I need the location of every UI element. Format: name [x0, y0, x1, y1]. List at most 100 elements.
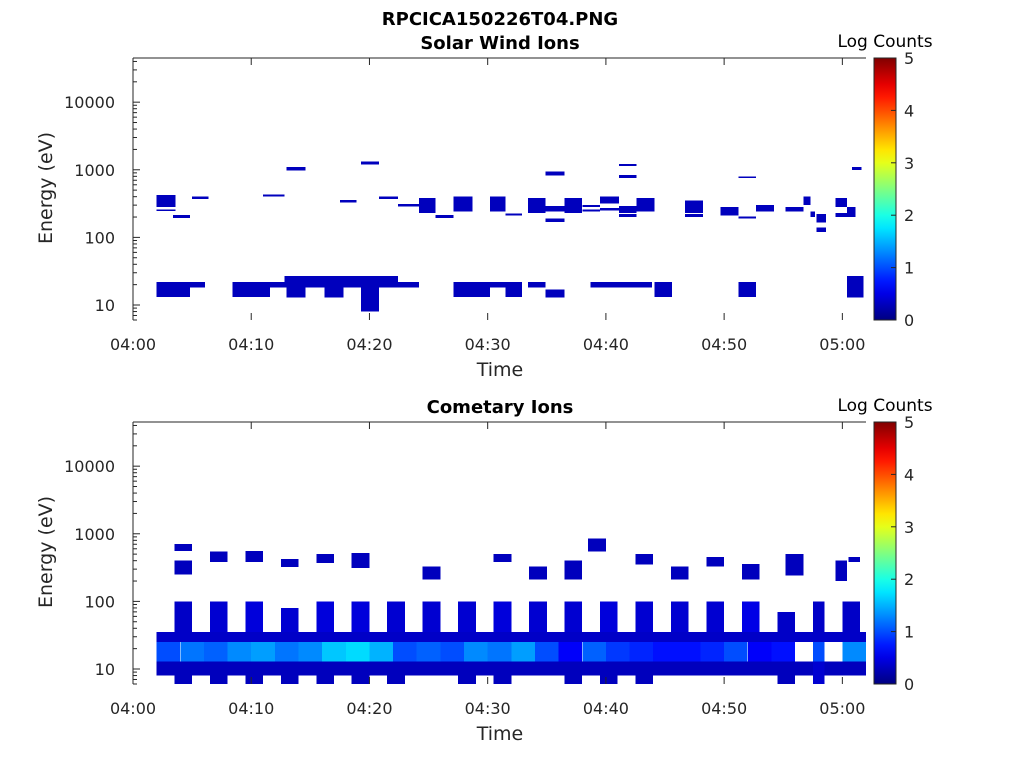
heatmap-cell — [422, 601, 441, 633]
heatmap-cell — [527, 198, 546, 213]
heatmap-cell — [490, 281, 506, 288]
colorbar-tick-label: 3 — [904, 518, 914, 537]
heatmap-cell — [493, 554, 512, 563]
heatmap-cell — [527, 281, 546, 288]
heatmap-cell — [511, 642, 535, 662]
heatmap-cell — [458, 601, 476, 633]
heatmap-cell — [535, 642, 559, 662]
heatmap-cell — [605, 642, 630, 662]
heatmap-cell — [209, 601, 228, 633]
y-tick-label: 1000 — [74, 161, 115, 180]
heatmap-cell — [227, 642, 252, 662]
heatmap-cell — [464, 642, 488, 662]
heatmap-cell — [397, 204, 420, 207]
x-tick-label: 05:00 — [819, 335, 865, 354]
x-tick-label: 04:30 — [465, 699, 511, 718]
heatmap-cell — [564, 198, 583, 213]
heatmap-cell — [812, 642, 825, 662]
heatmap-cell — [545, 206, 565, 212]
heatmap-cell — [835, 212, 848, 217]
y-tick-label: 1000 — [74, 525, 115, 544]
heatmap-cell — [280, 607, 299, 633]
heatmap-cell — [558, 642, 583, 662]
heatmap-cell — [280, 559, 299, 568]
heatmap-cell — [490, 196, 506, 212]
heatmap-cell — [156, 632, 867, 643]
cometary-title: Cometary Ions — [427, 397, 574, 418]
heatmap-cell — [453, 196, 473, 212]
heatmap-cell — [378, 275, 398, 288]
y-tick-label: 100 — [84, 592, 115, 611]
heatmap-cells — [156, 161, 864, 312]
heatmap-cell — [505, 281, 522, 298]
cometary-ylabel: Energy (eV) — [35, 496, 57, 608]
heatmap-cell — [618, 175, 637, 179]
heatmap-cell — [810, 211, 816, 218]
heatmap-cell — [851, 167, 862, 170]
heatmap-cell — [842, 601, 861, 633]
heatmap-cell — [629, 642, 654, 662]
heatmap-cell — [545, 218, 565, 222]
heatmap-cell — [618, 163, 637, 167]
heatmap-cell — [173, 281, 190, 298]
y-tick-label: 10 — [95, 296, 115, 315]
heatmap-cell — [529, 566, 547, 580]
colorbar-tick-label: 2 — [904, 570, 914, 589]
heatmap-cell — [738, 176, 756, 179]
heatmap-cell — [387, 675, 405, 684]
heatmap-cell — [816, 227, 826, 232]
heatmap-cell — [777, 611, 795, 633]
heatmap-cell — [670, 566, 689, 580]
heatmap-cell — [505, 213, 522, 216]
heatmap-cell — [816, 214, 826, 223]
heatmap-cell — [270, 281, 285, 288]
heatmap-cell — [174, 544, 193, 551]
heatmap-cell — [343, 275, 362, 288]
x-tick-label: 05:00 — [819, 699, 865, 718]
y-tick-label: 10 — [95, 660, 115, 679]
heatmap-cell — [361, 275, 379, 312]
heatmap-cell — [741, 601, 760, 633]
heatmap-cell — [685, 214, 703, 217]
heatmap-cell — [209, 675, 228, 684]
heatmap-cell — [529, 601, 547, 633]
heatmap-cell — [756, 205, 774, 212]
heatmap-cell — [458, 675, 476, 684]
heatmap-cell — [600, 675, 618, 684]
heatmap-cell — [156, 642, 181, 662]
heatmap-cell — [189, 281, 206, 288]
heatmap-cell — [209, 551, 228, 563]
heatmap-cell — [286, 167, 306, 171]
heatmap-cell — [771, 642, 795, 662]
heatmap-cell — [245, 550, 263, 563]
heatmap-cell — [419, 198, 436, 213]
heatmap-cell — [305, 275, 325, 288]
heatmap-cell — [600, 601, 618, 633]
heatmap-cell — [416, 642, 441, 662]
heatmap-cell — [564, 560, 583, 580]
heatmap-cell — [493, 601, 512, 633]
colorbar-tick-label: 4 — [904, 465, 914, 484]
heatmap-cell — [636, 198, 655, 212]
heatmap-cell — [835, 198, 848, 208]
heatmap-cell — [842, 642, 866, 662]
colorbar-tick-label: 1 — [904, 259, 914, 278]
y-tick-label: 100 — [84, 228, 115, 247]
heatmap-cell — [369, 642, 394, 662]
heatmap-cell — [397, 281, 420, 288]
colorbar — [873, 421, 897, 685]
colorbar-tick-label: 5 — [904, 49, 914, 68]
colorbar — [873, 57, 897, 321]
solar-wind-xlabel: Time — [476, 359, 524, 381]
heatmap-cell — [590, 281, 652, 288]
heatmap-cell — [393, 642, 417, 662]
heatmap-cell — [173, 214, 190, 218]
y-tick-label: 10000 — [64, 93, 115, 112]
heatmap-cell — [700, 642, 725, 662]
heatmap-cell — [803, 196, 811, 206]
x-tick-label: 04:30 — [465, 335, 511, 354]
heatmap-cell — [324, 275, 344, 298]
heatmap-cell — [245, 675, 263, 684]
heatmap-cell — [635, 601, 654, 633]
heatmap-cell — [545, 171, 565, 176]
